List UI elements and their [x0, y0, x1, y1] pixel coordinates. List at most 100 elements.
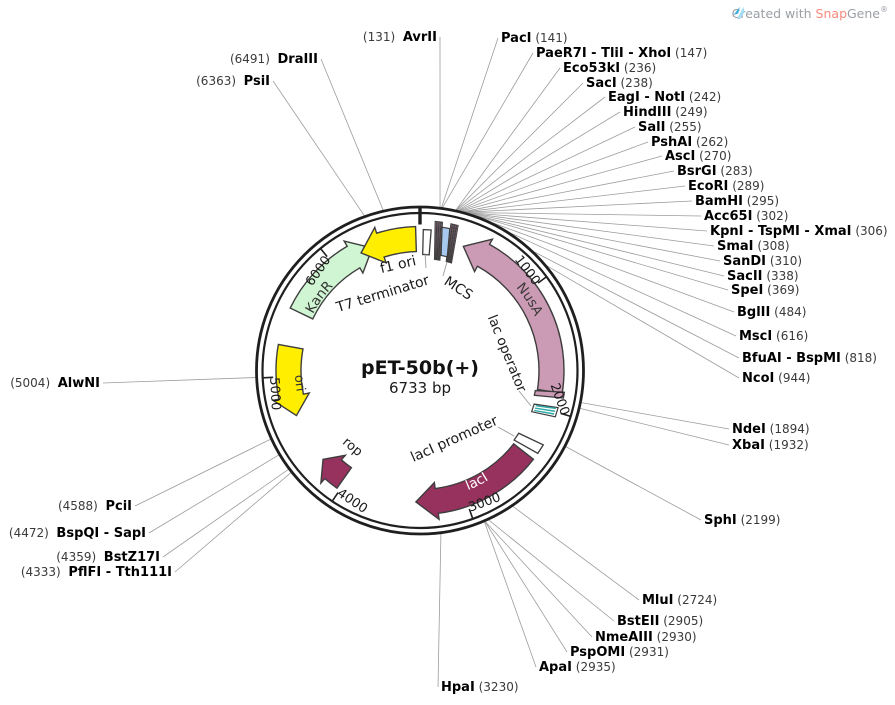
site-label-SpeI[interactable]: SpeI (369): [731, 283, 799, 298]
site-label-BglII[interactable]: BglII (484): [737, 305, 806, 320]
feature-leader-t7-terminator: [424, 252, 427, 269]
site-label-BfuAI-BspMI[interactable]: BfuAI - BspMI (818): [742, 351, 877, 366]
site-leader-BamHI: [464, 200, 693, 213]
site-label-SacII[interactable]: SacII (338): [727, 269, 799, 284]
tick-3000: [468, 508, 474, 519]
site-leader-PacI: [441, 37, 499, 208]
site-leader-XbaI: [579, 407, 730, 446]
site-leader-SacII: [470, 213, 725, 277]
site-label-ApaI[interactable]: ApaI (2935): [539, 660, 616, 675]
site-label-MluI[interactable]: MluI (2724): [642, 593, 717, 608]
site-leader-Eco53kI: [455, 67, 561, 211]
tick-2000: [560, 412, 571, 417]
snapgene-logo-icon: [733, 6, 745, 20]
feature-f1-ori[interactable]: [360, 225, 418, 264]
mcs-hatch-stripe: [437, 221, 441, 261]
site-label-PsiI[interactable]: (6363) PsiI: [196, 74, 270, 89]
feature-label-t7-terminator[interactable]: T7 terminator: [333, 272, 431, 316]
site-label-MscI[interactable]: MscI (616): [739, 329, 808, 344]
site-leader-SacI: [455, 82, 584, 211]
site-label-DraIII[interactable]: (6491) DraIII: [230, 52, 318, 67]
feature-nusa[interactable]: [462, 238, 565, 395]
plasmid-size: 6733 bp: [389, 379, 451, 397]
tick-4000: [331, 492, 339, 502]
site-label-PaeR7I-TliI-XhoI[interactable]: PaeR7I - TliI - XhoI (147): [536, 46, 707, 61]
feature-laci[interactable]: [414, 442, 535, 521]
tick-label-5000: 5000: [266, 377, 283, 411]
site-label-SmaI[interactable]: SmaI (308): [717, 239, 790, 254]
site-label-PflFI-Tth111I[interactable]: (4333) PflFI - Tth111I: [21, 565, 172, 580]
feature-rop[interactable]: [319, 454, 353, 490]
site-label-BsrGI[interactable]: BsrGI (283): [677, 164, 753, 179]
lac-operator-stripe: [533, 409, 555, 415]
site-label-HindIII[interactable]: HindIII (249): [623, 105, 708, 120]
site-leader-PspOMI: [484, 521, 568, 653]
snapgene-watermark: Created with SnapGene®: [732, 5, 888, 21]
site-leader-PshAI: [459, 141, 649, 212]
site-label-XbaI[interactable]: XbaI (1932): [732, 438, 809, 453]
site-leader-EcoRI: [463, 185, 686, 213]
site-label-SacI[interactable]: SacI (238): [586, 76, 653, 91]
site-label-PspOMI[interactable]: PspOMI (2931): [570, 645, 669, 660]
watermark-text: Created with SnapGene®: [732, 5, 888, 21]
site-leader-AlwNI: [102, 377, 256, 384]
feature-leader-mcs: [442, 261, 448, 277]
feature-ori[interactable]: [271, 343, 311, 417]
feature-label-ori[interactable]: ori: [291, 374, 308, 392]
watermark-prefix: Created with: [731, 6, 816, 21]
feature-spacer-bar[interactable]: [533, 389, 566, 399]
site-leader-PsiI: [272, 80, 365, 216]
site-label-NdeI[interactable]: NdeI (1894): [732, 422, 810, 437]
tick-6000: [320, 248, 328, 258]
site-leader-DraIII: [320, 58, 384, 211]
feature-leader-lac-operator: [518, 390, 532, 407]
site-label-BamHI[interactable]: BamHI (295): [695, 194, 779, 209]
site-label-Eco53kI[interactable]: Eco53kI (236): [563, 61, 656, 76]
feature-laci-promoter[interactable]: [513, 432, 545, 455]
feature-mcs[interactable]: [440, 226, 451, 258]
site-label-PacI[interactable]: PacI (141): [501, 31, 568, 46]
site-label-AscI[interactable]: AscI (270): [665, 149, 731, 164]
site-leader-BstZ17I: [162, 469, 289, 558]
site-leader-NmeAIII: [484, 521, 593, 638]
site-label-AvrII[interactable]: (131) AvrII: [363, 30, 437, 45]
site-label-KpnI-TspMI-XmaI[interactable]: KpnI - TspMI - XmaI (306): [710, 224, 888, 239]
mcs-hatch-stripe: [435, 220, 439, 261]
site-label-BstZ17I[interactable]: (4359) BstZ17I: [56, 550, 160, 565]
site-leader-SpeI: [475, 215, 729, 291]
site-label-SalI[interactable]: SalI (255): [638, 120, 702, 135]
site-leader-SmaI: [466, 212, 715, 247]
site-leader-MluI: [512, 505, 640, 601]
site-label-SphI[interactable]: SphI (2199): [704, 513, 780, 528]
site-label-NcoI[interactable]: NcoI (944): [742, 371, 810, 386]
site-label-SanDI[interactable]: SanDI (310): [723, 254, 802, 269]
site-leader-HpaI: [437, 533, 442, 688]
tick-1000: [537, 276, 547, 284]
site-leader-KpnI-TspMI-XmaI: [466, 212, 708, 232]
site-label-Acc65I[interactable]: Acc65I (302): [704, 209, 789, 224]
site-leader-BsrGI: [462, 170, 675, 213]
feature-t7-terminator[interactable]: [422, 228, 432, 256]
site-label-EagI-NotI[interactable]: EagI - NotI (242): [608, 90, 721, 105]
mcs-hatch-stripe: [447, 223, 455, 263]
watermark-brand-snap: Snap: [815, 6, 847, 21]
feature-label-laci-promoter[interactable]: lacI promoter: [408, 413, 500, 466]
site-label-AlwNI[interactable]: (5004) AlwNI: [10, 376, 100, 391]
feature-label-mcs[interactable]: MCS: [441, 274, 476, 304]
site-label-HpaI[interactable]: HpaI (3230): [441, 680, 519, 695]
site-label-BspQI-SapI[interactable]: (4472) BspQI - SapI: [9, 526, 146, 541]
feature-label-lac-operator[interactable]: lac operator: [484, 313, 530, 395]
site-leader-SphI: [565, 446, 702, 521]
site-leader-BglII: [491, 222, 735, 313]
site-leader-ApaI: [484, 521, 537, 668]
site-leader-Acc65I: [465, 212, 702, 217]
site-label-BstEII[interactable]: BstEII (2905): [617, 614, 703, 629]
site-leader-PaeR7I-TliI-XhoI: [442, 52, 534, 208]
site-label-NmeAIII[interactable]: NmeAIII (2930): [595, 630, 697, 645]
site-label-PshAI[interactable]: PshAI (262): [651, 135, 728, 150]
watermark-registered-mark: ®: [880, 5, 888, 14]
site-label-EcoRI[interactable]: EcoRI (289): [688, 179, 764, 194]
site-label-PciI[interactable]: (4588) PciI: [58, 499, 132, 514]
